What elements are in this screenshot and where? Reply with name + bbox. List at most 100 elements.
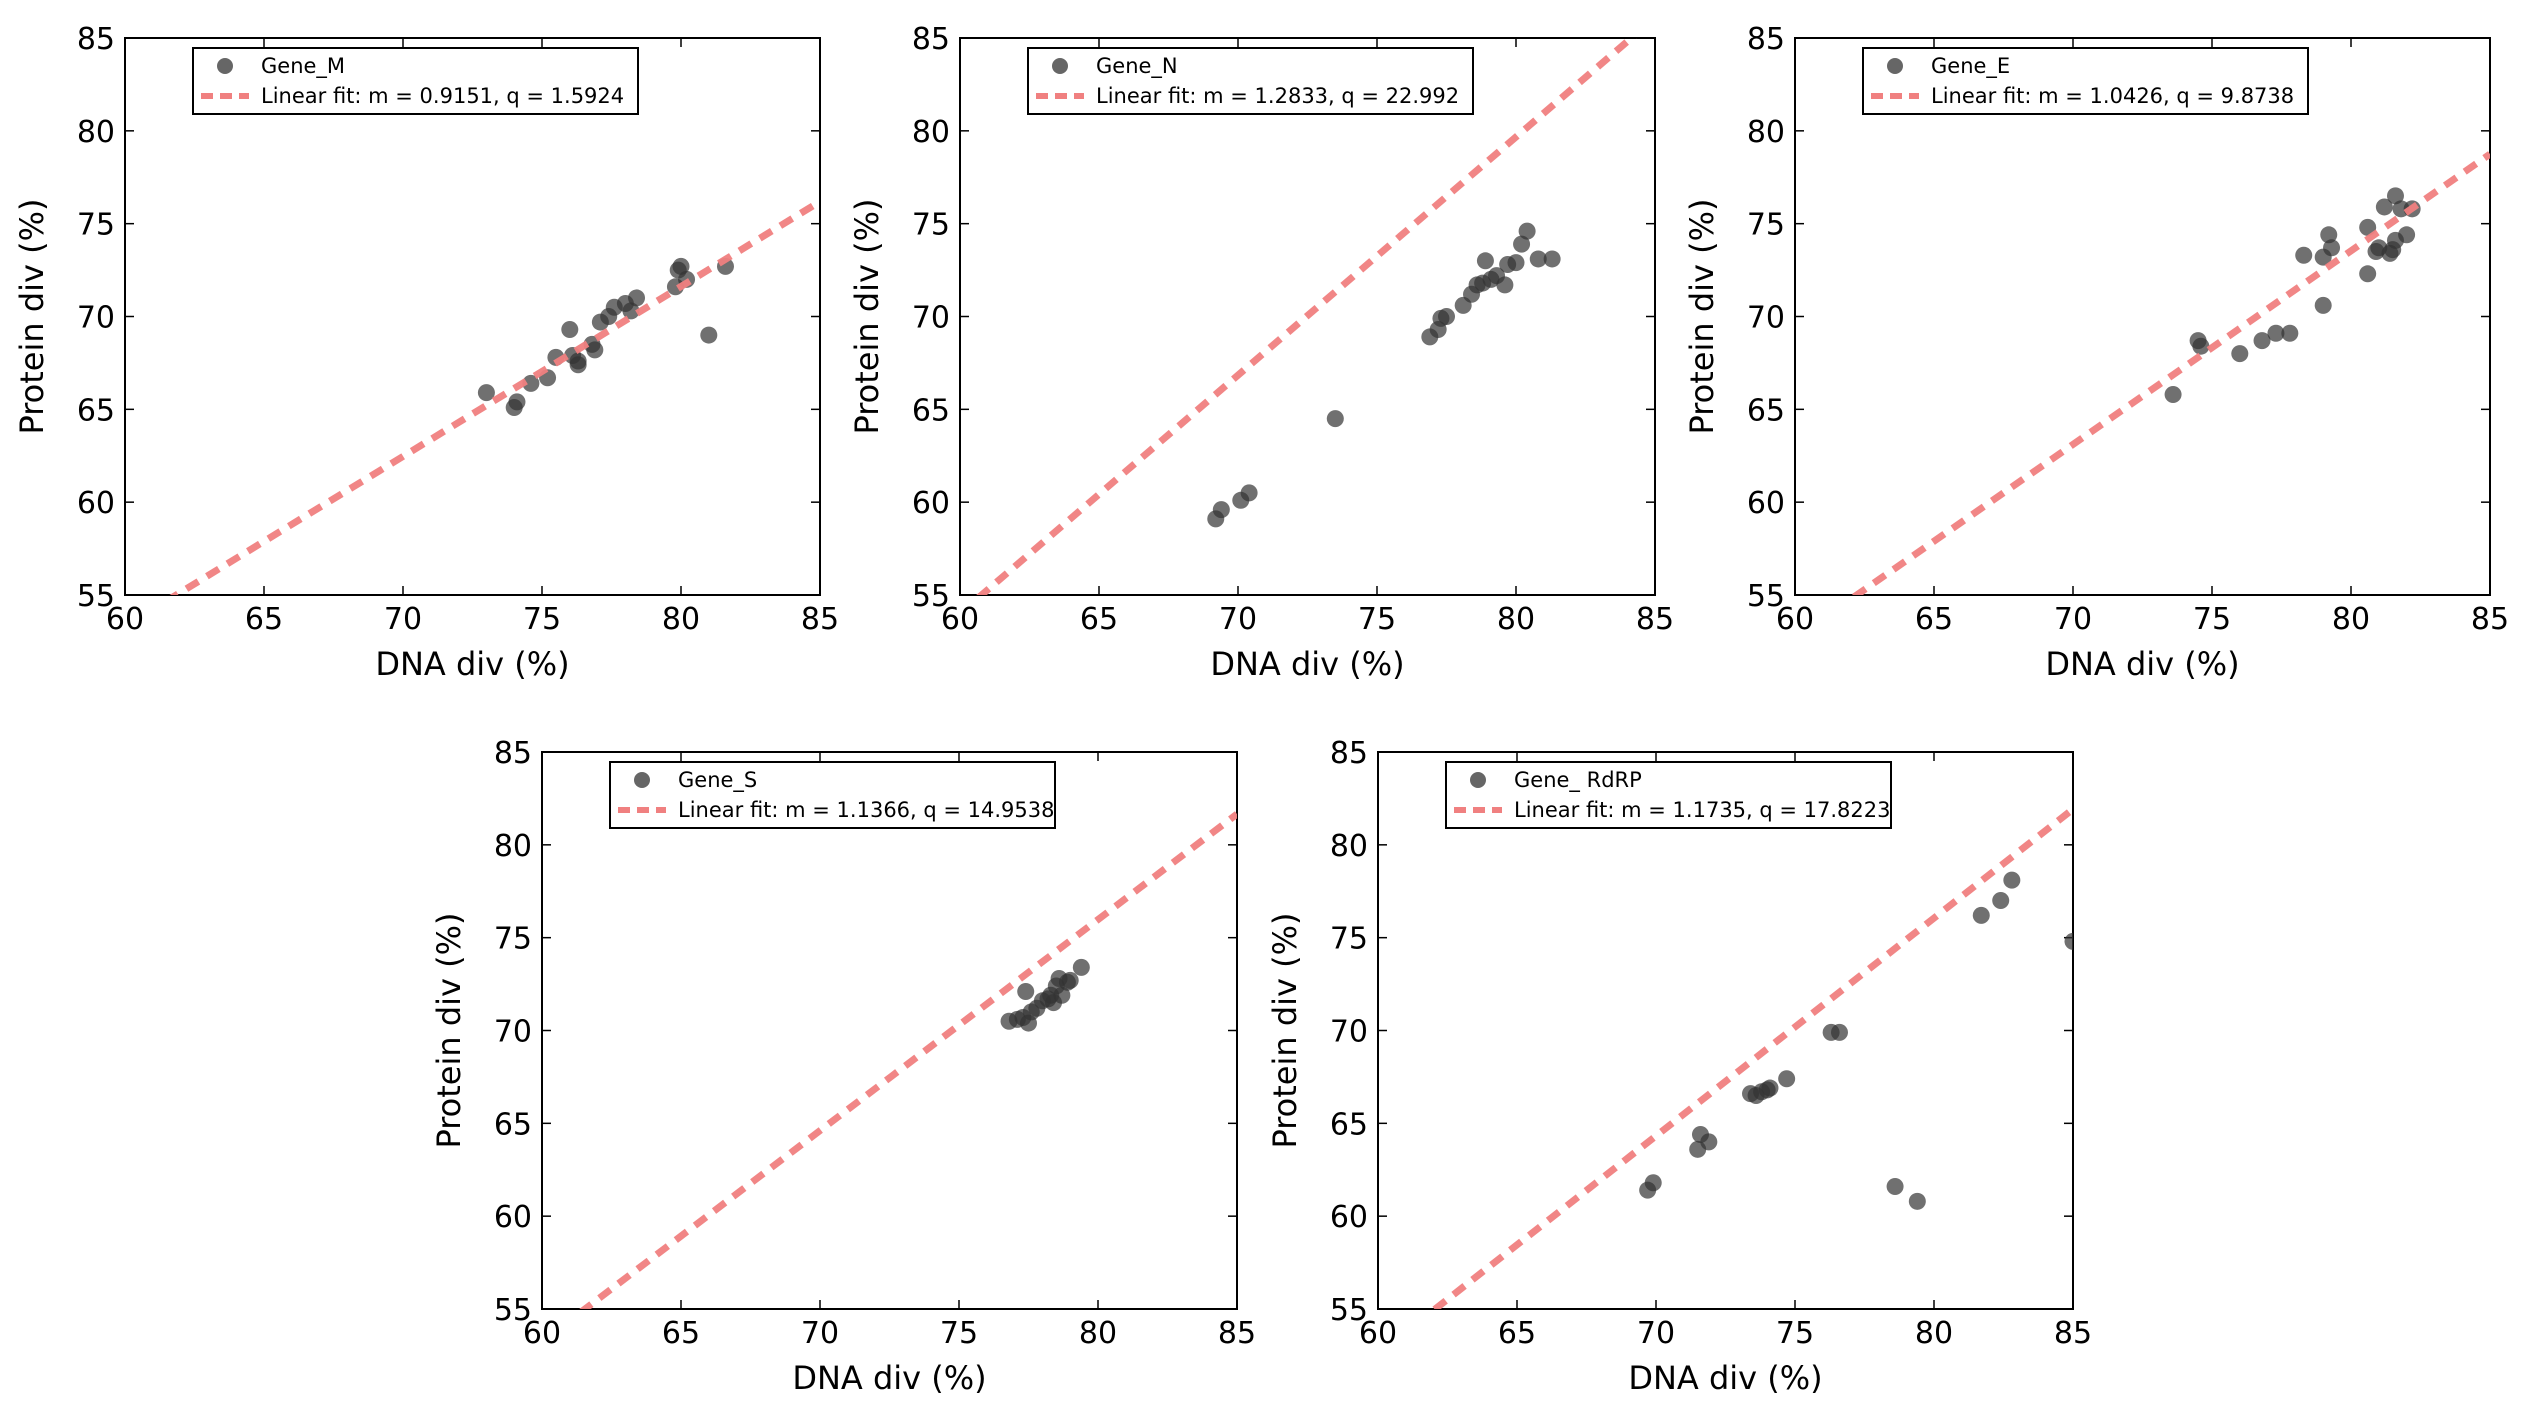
chart4-ytick-label: 65 [494, 1107, 532, 1142]
chart2-ytick-label: 65 [912, 393, 950, 428]
chart5-ytick-label: 60 [1330, 1200, 1368, 1235]
chart4-fit-line [579, 811, 1237, 1309]
chart5-data-point [1886, 1177, 1904, 1195]
chart5-legend: Gene_ RdRP Linear fit: m = 1.1735, q = 17… [1445, 761, 1892, 829]
chart3-data-point [2320, 226, 2338, 244]
chart2-data-point [1438, 308, 1455, 325]
chart3-data-point [2295, 246, 2313, 264]
chart3-points [2164, 187, 2421, 403]
chart2-data-point [1476, 252, 1494, 270]
chart3-xtick-label: 70 [2054, 602, 2092, 637]
chart3-ytick-label: 85 [1747, 22, 1785, 57]
chart4-xlabel: DNA div (%) [792, 1359, 986, 1397]
chart1-legend: Gene_M Linear fit: m = 0.9151, q = 1.5924 [192, 47, 639, 115]
chart5-axes-frame [1377, 751, 2074, 1310]
chart2-data-point [1513, 235, 1531, 253]
chart5-ytick-label: 80 [1330, 829, 1368, 864]
chart1-ylabel: Protein div (%) [13, 198, 51, 434]
chart5-legend-series-label: Gene_ RdRP [1514, 768, 1642, 793]
chart2-xlabel: DNA div (%) [1210, 645, 1404, 683]
chart3-data-point [2267, 324, 2285, 342]
chart5-data-point [1972, 906, 1990, 924]
chart1-ytick-label: 60 [77, 486, 115, 521]
chart4-legend-marker [634, 772, 650, 788]
chart1-data-point [522, 374, 540, 392]
chart1-fit-line [169, 198, 820, 595]
chart5-data-point [2003, 871, 2021, 889]
chart2-points [1207, 222, 1561, 528]
chart5-data-point [1830, 1023, 1848, 1041]
chart5-xtick-label: 85 [2054, 1316, 2092, 1351]
chart2-legend: Gene_N Linear fit: m = 1.2833, q = 22.992 [1027, 47, 1474, 115]
chart1-data-point [586, 341, 604, 359]
chart5-data-point [2064, 932, 2073, 950]
chart2-legend-series-label: Gene_N [1096, 54, 1178, 79]
chart1-data-point [508, 393, 526, 411]
chart2-data-point [1507, 254, 1525, 272]
chart2-ytick-label: 70 [912, 301, 950, 336]
chart3-xtick-label: 80 [2332, 602, 2370, 637]
chart1-points [477, 257, 734, 416]
chart3-data-point [2398, 226, 2416, 244]
chart2-xtick-label: 70 [1219, 602, 1257, 637]
chart5-data-point [1761, 1079, 1779, 1097]
chart2-xtick-label: 60 [941, 602, 979, 637]
chart1-ytick-label: 55 [77, 579, 115, 614]
chart2-data-point [1326, 410, 1344, 428]
chart1-data-point [561, 320, 579, 338]
chart4-data-point [1017, 983, 1035, 1001]
chart2-ytick-label: 85 [912, 22, 950, 57]
chart4-ytick-label: 85 [494, 736, 532, 771]
chart4-xtick-label: 80 [1079, 1316, 1117, 1351]
chart3-ylabel: Protein div (%) [1683, 198, 1721, 434]
chart5-data-point [1700, 1133, 1718, 1151]
chart3-ytick-label: 80 [1747, 115, 1785, 150]
chart1-xlabel: DNA div (%) [375, 645, 569, 683]
chart1-ytick-label: 75 [77, 208, 115, 243]
chart2-ytick-label: 80 [912, 115, 950, 150]
chart1-legend-fit-label: Linear fit: m = 0.9151, q = 1.5924 [261, 84, 624, 108]
chart3-legend-series-label: Gene_E [1931, 54, 2010, 79]
chart5-legend-marker [1470, 772, 1486, 788]
chart3-xtick-label: 60 [1776, 602, 1814, 637]
chart5-ylabel: Protein div (%) [1266, 912, 1304, 1148]
chart4-legend: Gene_S Linear fit: m = 1.1366, q = 14.953… [609, 761, 1056, 829]
chart3-data-point [2359, 265, 2377, 283]
chart1-legend-box [192, 47, 639, 115]
chart3-fit-line [1850, 151, 2490, 595]
chart5-xtick-label: 60 [1359, 1316, 1397, 1351]
chart5-ytick-label: 75 [1330, 922, 1368, 957]
chart3-xtick-label: 75 [2193, 602, 2231, 637]
chart5-data-point [1992, 892, 2010, 910]
chart3-legend-fit-label: Linear fit: m = 1.0426, q = 9.8738 [1931, 84, 2294, 108]
chart3-legend-box [1862, 47, 2309, 115]
chart5-xtick-label: 75 [1776, 1316, 1814, 1351]
chart2-legend-marker [1052, 58, 1068, 74]
chart2-data-point [1212, 501, 1230, 519]
chart4-xtick-label: 85 [1218, 1316, 1256, 1351]
chart5-data-point [1908, 1192, 1926, 1210]
chart2-data-point [1496, 276, 1514, 294]
chart4-ytick-label: 60 [494, 1200, 532, 1235]
chart3-data-point [2375, 198, 2393, 216]
chart4-axes-frame [541, 751, 1238, 1310]
chart5-ytick-label: 65 [1330, 1107, 1368, 1142]
chart3-data-point [2164, 385, 2182, 403]
chart1-xtick-label: 85 [801, 602, 839, 637]
chart4-data-point [1053, 986, 1071, 1004]
chart5-data-point [1778, 1070, 1796, 1088]
chart3-axes-frame [1794, 37, 2491, 596]
chart5-xtick-label: 80 [1915, 1316, 1953, 1351]
chart2-data-point [1518, 222, 1536, 240]
chart2-ytick-label: 60 [912, 486, 950, 521]
chart5-legend-box [1445, 761, 1892, 829]
chart3-data-point [2281, 324, 2299, 342]
chart3-data-point [2323, 239, 2341, 257]
chart1-xtick-label: 75 [523, 602, 561, 637]
chart3-data-point [2231, 345, 2249, 363]
chart4-xtick-label: 60 [523, 1316, 561, 1351]
chart3-ytick-label: 60 [1747, 486, 1785, 521]
